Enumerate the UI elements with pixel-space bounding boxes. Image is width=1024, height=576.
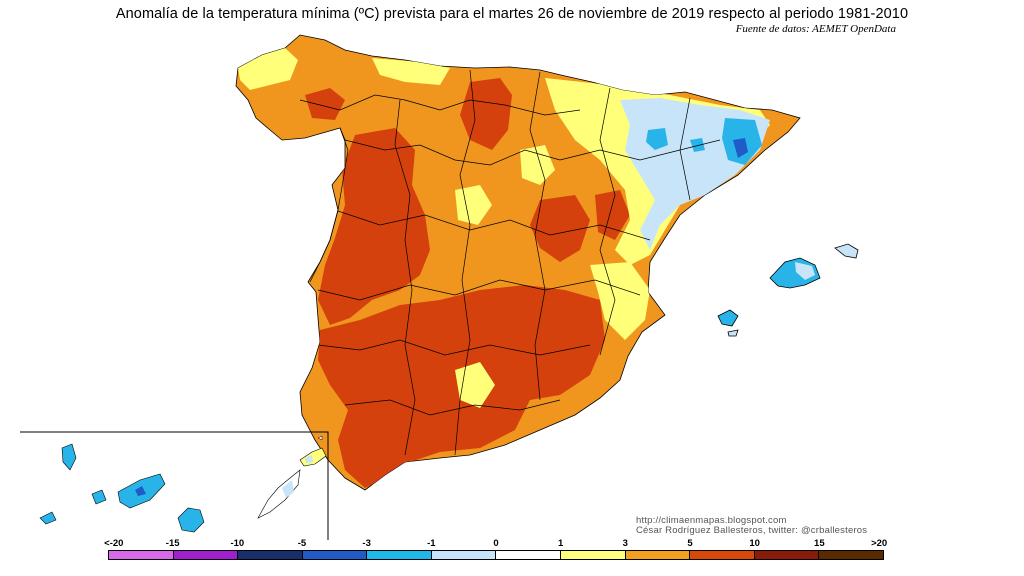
- la-gomera: [91, 489, 107, 505]
- legend-swatch: [625, 551, 691, 559]
- legend-tick-label: 1: [558, 538, 564, 549]
- mild-anomaly-valencia: [590, 262, 650, 340]
- mild-anomaly-murcia: [455, 362, 495, 408]
- mild-anomaly-asturias: [372, 58, 450, 85]
- legend-swatch: [238, 551, 303, 559]
- legend-tick-label: -1: [427, 538, 436, 549]
- balearic-islands: [717, 243, 859, 337]
- inset-frame: [20, 431, 329, 540]
- ibiza: [717, 309, 739, 327]
- legend-tick-label: 15: [814, 538, 825, 549]
- fuerteventura-cold: [282, 480, 294, 498]
- legend-swatch: [367, 551, 432, 559]
- legend-tick-label: -5: [297, 538, 307, 549]
- cold-anomaly-aragon: [646, 128, 668, 150]
- legend-tick-label: <-20: [104, 538, 124, 549]
- legend-swatch: [754, 551, 820, 559]
- legend-swatch: [561, 551, 626, 559]
- iberian-peninsula: [235, 34, 801, 491]
- legend-tick-label: 3: [622, 538, 628, 549]
- legend-tick-label: >20: [871, 538, 888, 549]
- fuerteventura: [257, 469, 301, 519]
- legend-bar: [108, 550, 884, 560]
- formentera: [727, 329, 739, 337]
- legend-swatch: [109, 551, 174, 559]
- mild-anomaly-galicia-coast: [238, 48, 298, 90]
- menorca: [834, 243, 859, 259]
- strong-anomaly-north: [460, 78, 512, 150]
- legend-ticks: <-20 -15 -10 -5 -3 -1 0 1 3 5 10 15 >20: [104, 538, 888, 550]
- province-borders: [299, 69, 721, 456]
- legend-tick-label: -3: [362, 538, 371, 549]
- legend-swatch: [302, 551, 368, 559]
- strong-anomaly-east: [595, 190, 630, 240]
- legend-tick-label: -10: [230, 538, 245, 549]
- cold-anomaly-catalonia-core: [733, 138, 748, 158]
- la-palma: [61, 443, 77, 471]
- legend-swatch: [690, 551, 755, 559]
- legend-tick-label: 10: [749, 538, 760, 549]
- lanzarote: [299, 447, 327, 467]
- legend-swatch: [496, 551, 562, 559]
- credit-author: César Rodríguez Ballesteros, twitter: @c…: [636, 525, 868, 536]
- legend-tick-label: -15: [165, 538, 180, 549]
- el-hierro: [39, 511, 57, 525]
- map-title: Anomalía de la temperatura mínima (ºC) p…: [115, 6, 909, 22]
- canary-inset: [20, 431, 329, 540]
- legend-swatch: [431, 551, 497, 559]
- cold-anomaly-aragon-2: [690, 138, 705, 152]
- legend-swatch: [173, 551, 239, 559]
- color-legend: <-20 -15 -10 -5 -3 -1 0 1 3 5 10 15 >20: [104, 538, 888, 568]
- legend-swatch: [819, 551, 883, 559]
- legend-tick-label: 0: [493, 538, 499, 549]
- data-source-note: Fuente de datos: AEMET OpenData: [735, 23, 896, 35]
- credit-url: http://climaenmapas.blogspot.com: [636, 515, 787, 526]
- mallorca-light: [795, 262, 815, 280]
- lanzarote-cold: [305, 455, 313, 463]
- strong-anomaly-galicia: [305, 88, 345, 120]
- strong-anomaly-center: [530, 195, 590, 262]
- tenerife-core: [135, 486, 146, 496]
- mild-anomaly-ebro: [520, 145, 555, 185]
- strong-anomaly-west: [318, 128, 430, 325]
- portugal-border: [309, 127, 349, 283]
- legend-tick-label: 5: [687, 538, 693, 549]
- gran-canaria: [177, 507, 205, 533]
- graciosa: [317, 435, 323, 441]
